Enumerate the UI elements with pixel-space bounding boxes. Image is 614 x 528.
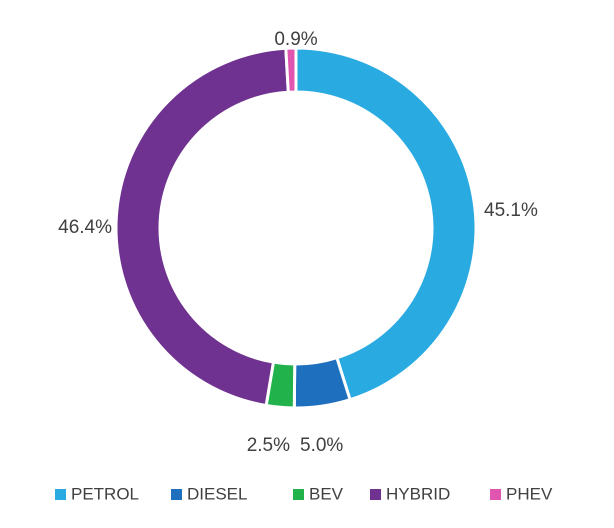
legend-swatch-petrol	[55, 489, 66, 500]
legend: PETROL DIESEL BEV HYBRID PHEV	[55, 484, 553, 503]
data-labels: 45.1% 5.0% 2.5% 46.4% 0.9%	[58, 29, 538, 456]
legend-label-petrol: PETROL	[71, 484, 139, 503]
legend-swatch-bev	[293, 489, 304, 500]
data-label-bev: 2.5%	[247, 435, 290, 456]
legend-label-diesel: DIESEL	[187, 484, 247, 503]
legend-swatch-hybrid	[370, 489, 381, 500]
data-label-hybrid: 46.4%	[58, 217, 112, 238]
legend-label-bev: BEV	[309, 484, 344, 503]
legend-swatch-phev	[490, 489, 501, 500]
slice-phev	[284, 46, 298, 94]
data-label-petrol: 45.1%	[484, 200, 538, 221]
slice-petrol	[294, 46, 478, 402]
slice-hybrid	[114, 46, 290, 408]
legend-label-phev: PHEV	[506, 484, 553, 503]
legend-label-hybrid: HYBRID	[386, 484, 450, 503]
legend-swatch-diesel	[171, 489, 182, 500]
data-label-diesel: 5.0%	[300, 435, 343, 456]
data-label-phev: 0.9%	[274, 29, 317, 50]
donut-slices	[114, 46, 478, 410]
